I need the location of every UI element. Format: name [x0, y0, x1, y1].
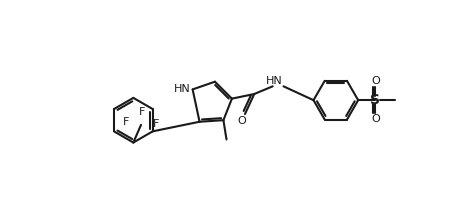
Text: HN: HN: [174, 84, 190, 94]
Text: F: F: [139, 107, 145, 117]
Text: HN: HN: [266, 76, 283, 86]
Text: O: O: [371, 76, 380, 86]
Text: F: F: [122, 117, 129, 127]
Text: O: O: [237, 116, 246, 126]
Text: F: F: [152, 119, 159, 129]
Text: O: O: [371, 114, 380, 124]
Text: S: S: [370, 93, 380, 107]
